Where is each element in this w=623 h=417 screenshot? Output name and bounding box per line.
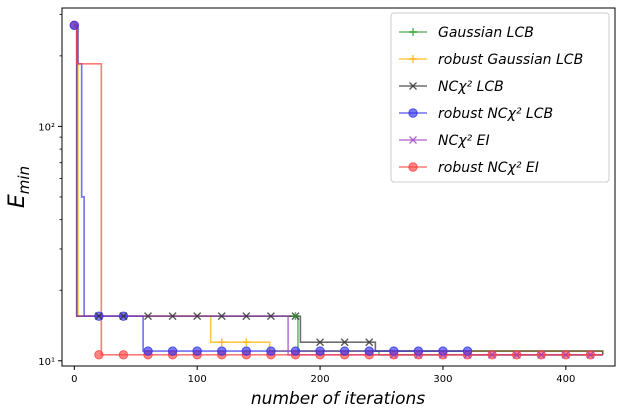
- marker-ncchi2-lcb: [217, 312, 226, 321]
- legend-marker: [409, 55, 417, 63]
- legend-marker: [409, 82, 417, 90]
- x-tick-label: 0: [71, 374, 77, 385]
- marker-ncchi2-lcb: [144, 312, 153, 321]
- legend-label: robust NCχ² EI: [438, 160, 539, 176]
- marker-ncchi2-ei: [438, 350, 447, 359]
- marker-robust-ncchi2-lcb: [192, 346, 202, 356]
- marker-robust-ncchi2-ei: [118, 350, 129, 360]
- y-tick-label: 10²: [38, 122, 55, 133]
- legend-label: NCχ² EI: [438, 133, 490, 149]
- marker-robust-ncchi2-lcb: [167, 346, 178, 356]
- marker-ncchi2-lcb: [193, 312, 202, 321]
- marker-robust-ncchi2-lcb: [69, 20, 79, 30]
- marker-ncchi2-lcb: [340, 338, 349, 347]
- legend-entry-gaussian-lcb: Gaussian LCB: [399, 25, 534, 41]
- legend-entry-robust-ncchi2-ei: robust NCχ² EI: [399, 160, 539, 176]
- marker-ncchi2-ei: [512, 350, 521, 359]
- marker-gaussian-lcb: [291, 312, 300, 321]
- marker-ncchi2-ei: [389, 350, 398, 359]
- legend-marker: [408, 162, 418, 172]
- marker-robust-ncchi2-lcb: [315, 346, 325, 356]
- marker-ncchi2-ei: [586, 350, 595, 359]
- marker-ncchi2-ei: [414, 350, 423, 359]
- legend-label: NCχ² LCB: [438, 79, 504, 95]
- x-tick-label: 100: [188, 374, 207, 385]
- legend-marker: [408, 108, 418, 118]
- x-tick-label: 400: [556, 374, 575, 385]
- marker-ncchi2-lcb: [365, 338, 374, 347]
- marker-ncchi2-lcb: [316, 338, 325, 347]
- marker-ncchi2-ei: [537, 350, 546, 359]
- legend: Gaussian LCB robust Gaussian LCB NCχ² LCB r…: [390, 12, 610, 183]
- y-tick-label: 10¹: [38, 357, 55, 368]
- marker-ncchi2-lcb: [242, 312, 251, 321]
- y-axis-label: Emin: [5, 166, 33, 208]
- marker-ncchi2-lcb: [266, 312, 275, 321]
- marker-layer: [69, 20, 596, 360]
- legend-entry-ncchi2-lcb: NCχ² LCB: [399, 79, 504, 95]
- x-axis: 0 100 200 300 400: [71, 366, 575, 385]
- legend-label: robust Gaussian LCB: [438, 52, 583, 68]
- legend-label: robust NCχ² LCB: [438, 106, 553, 122]
- legend-marker: [409, 28, 417, 36]
- legend-marker: [409, 136, 417, 144]
- marker-robust-ncchi2-lcb: [217, 346, 227, 356]
- y-axis: 10¹ 10²: [38, 14, 62, 368]
- legend-label: Gaussian LCB: [438, 25, 534, 41]
- x-tick-label: 300: [433, 374, 452, 385]
- y-axis-label-sub: min: [15, 166, 33, 194]
- marker-ncchi2-lcb: [168, 312, 177, 321]
- marker-robust-ncchi2-lcb: [241, 346, 252, 356]
- legend-entry-ncchi2-ei: NCχ² EI: [399, 133, 490, 149]
- marker-ncchi2-lcb: [119, 312, 128, 321]
- legend-entry-robust-ncchi2-lcb: robust NCχ² LCB: [399, 106, 553, 122]
- legend-entry-robust-gaussian-lcb: robust Gaussian LCB: [399, 52, 583, 68]
- marker-ncchi2-lcb: [94, 312, 103, 321]
- marker-robust-ncchi2-lcb: [266, 346, 276, 356]
- x-tick-label: 200: [311, 374, 330, 385]
- marker-robust-ncchi2-lcb: [290, 346, 301, 356]
- marker-robust-gaussian-lcb: [242, 338, 251, 347]
- marker-ncchi2-ei: [488, 350, 497, 359]
- marker-robust-gaussian-lcb: [217, 338, 226, 347]
- y-axis-label-base: E: [5, 194, 30, 208]
- legend-frame: [390, 12, 610, 183]
- marker-ncchi2-ei: [463, 350, 472, 359]
- marker-ncchi2-ei: [561, 350, 570, 359]
- marker-robust-ncchi2-lcb: [143, 346, 153, 356]
- marker-robust-ncchi2-lcb: [364, 346, 374, 356]
- marker-robust-ncchi2-ei: [94, 350, 104, 360]
- marker-robust-ncchi2-lcb: [339, 346, 350, 356]
- x-axis-label: number of iterations: [251, 389, 425, 409]
